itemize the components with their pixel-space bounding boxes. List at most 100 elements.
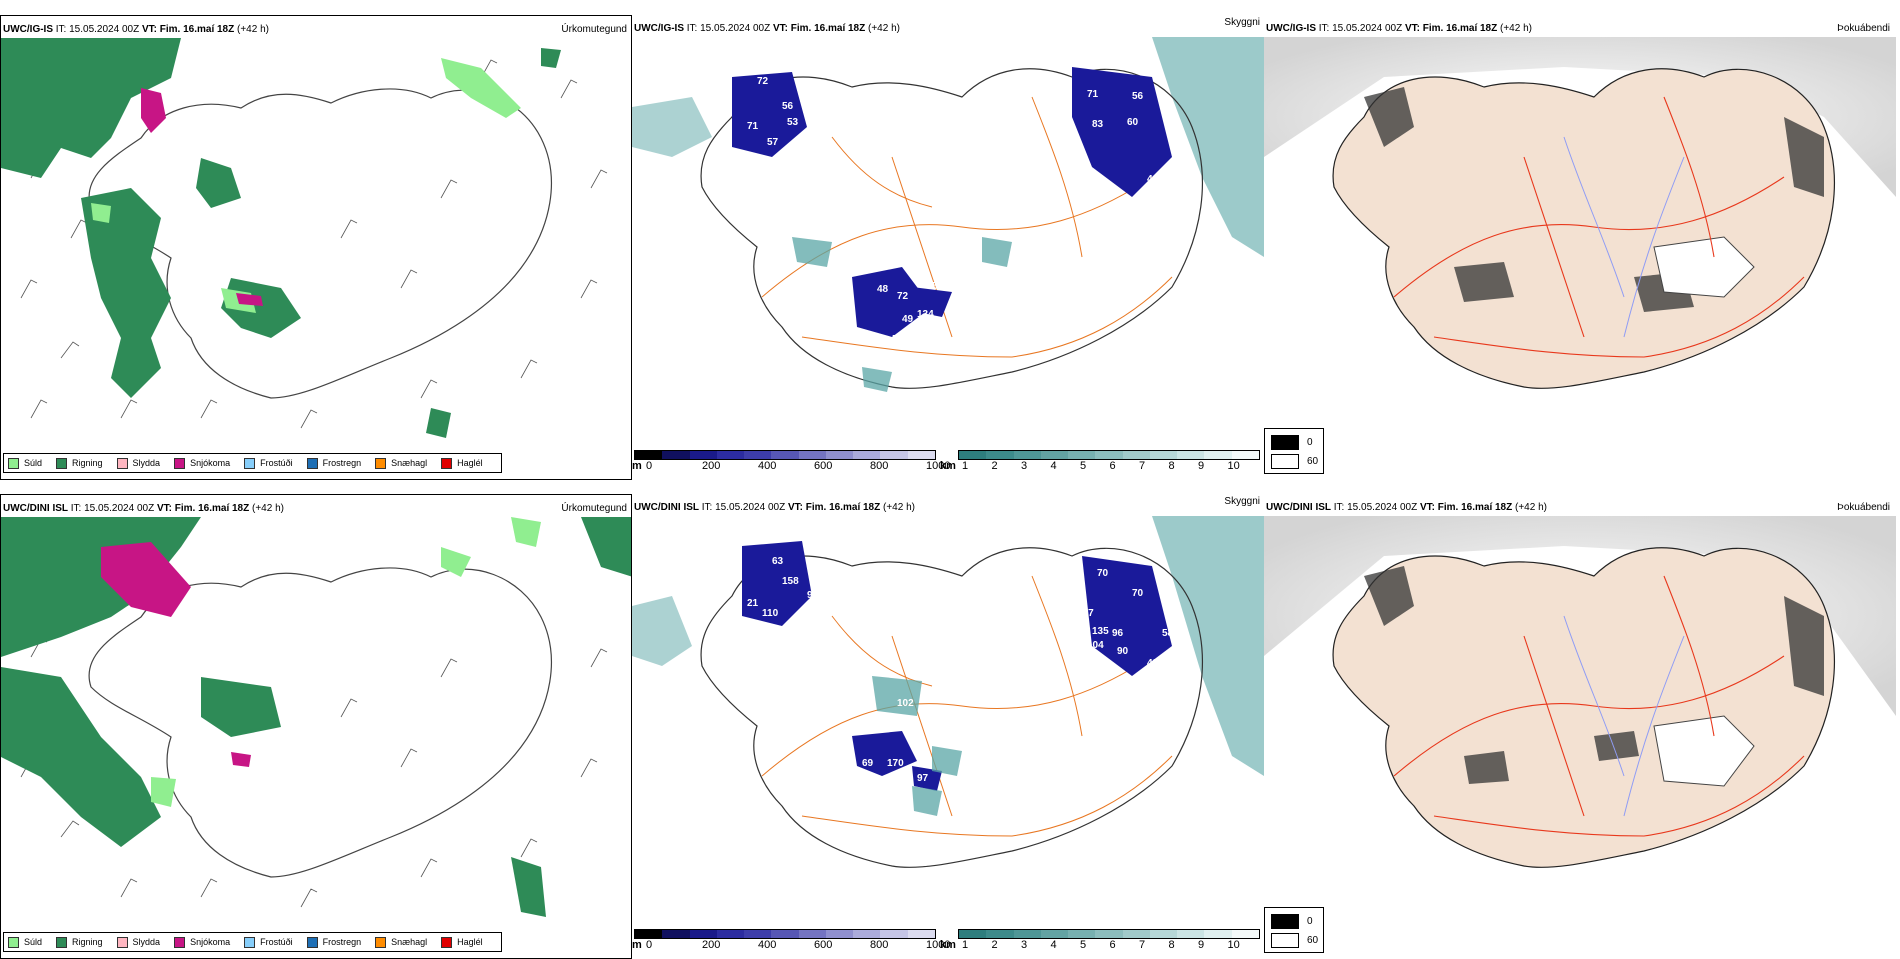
fog-dark-areas [1364,566,1824,784]
cloud-base-unit: m [632,939,642,951]
precip-legend-swatch [375,457,387,469]
visibility-tick: 1 [962,460,969,472]
it-label: IT: [701,502,713,513]
visibility-tick: 8 [1168,460,1175,472]
precip-legend-label: Snæhagl [391,937,428,947]
rivers [1563,615,1685,817]
visibility-unit: km [940,939,956,951]
fog-legend-label: 0 [1307,437,1313,448]
panel-header: UWC/DINI ISL IT: 15.05.2024 00Z VT: Fim.… [634,502,915,513]
low-cloud-areas [742,541,1172,791]
cloud-base-value: 135 [1092,626,1109,637]
visibility-tick: 10 [1227,939,1240,951]
fog-legend-swatch [1271,933,1299,948]
cloud-base-value: 49 [902,314,914,325]
fog-map [1264,516,1896,916]
visibility-tick: 10 [1227,460,1240,472]
visibility-colorbar [958,450,1260,460]
precip-legend-swatch [116,936,128,948]
lead-time: (+42 h) [883,502,915,513]
fog-legend-label: 60 [1307,935,1319,946]
colorbar-segment [1204,451,1232,459]
fog-legend-swatch [1271,435,1299,450]
visibility-tick: 7 [1139,460,1146,472]
model-label: UWC/DINI ISL [1266,502,1331,513]
cloud-base-value: 94 [807,590,819,601]
it-value: 15.05.2024 00Z [700,23,771,34]
precip-legend-swatch [174,457,186,469]
colorbar-segment [1040,930,1069,938]
iceland-outline [88,88,552,399]
colorbar-segment [1013,930,1041,938]
precip-legend-label: Haglél [457,458,483,468]
visibility-tick: 8 [1168,939,1175,951]
colorbar-segment [986,930,1014,938]
cloud-base-value: 21 [747,598,759,609]
fog-roads [1393,96,1805,358]
precip-legend-swatch [441,457,453,469]
colorbar-segment [1231,930,1259,938]
cloud-base-tick: 600 [814,939,833,951]
drizzle-areas [151,517,541,807]
precip-legend-swatch [56,936,68,948]
it-value: 15.05.2024 00Z [84,503,155,514]
cloud-base-value: 97 [917,773,929,784]
visibility-sea-area [1152,37,1264,257]
vt-label: VT: [156,503,172,514]
colorbar-segment [1149,451,1178,459]
cloud-base-value: 71 [1087,89,1099,100]
fog-legend: 0 60 [1264,907,1324,953]
colorbar-segment [880,930,908,938]
cloud-base-value: 107 [1077,608,1094,619]
visibility-tick: 3 [1021,939,1028,951]
colorbar-segment [771,930,799,938]
it-value: 15.05.2024 00Z [1332,23,1403,34]
colorbar-segment [853,930,881,938]
precip-legend-item: Snæhagl [375,936,428,948]
road-network [761,96,1173,358]
precip-legend-label: Frostregn [322,458,362,468]
cloud-base-value: 134 [917,309,934,320]
cloud-base-tick: 400 [758,939,777,951]
cloud-base-value: 110 [762,608,779,619]
cloud-base-value: 48 [1147,658,1159,669]
visibility-tick: 6 [1109,460,1116,472]
precip-legend-item: Frostregn [306,457,362,469]
vt-label: VT: [1404,23,1420,34]
visibility-tick: 2 [991,939,998,951]
fog-map [1264,37,1896,437]
cloud-base-value: 72 [952,583,964,594]
fog-sea-gradient [1264,37,1896,197]
precip-legend-swatch [8,457,19,469]
cloud-base-value: 70 [1132,588,1144,599]
glacier-white [1653,715,1755,787]
precip-legend-swatch [244,936,256,948]
panel-title: Skyggni [1224,17,1260,28]
iceland-outline [700,68,1204,389]
visibility-sea-area [1152,516,1264,776]
precip-legend-label: Haglél [457,937,483,947]
model-label: UWC/IG-IS [634,23,684,34]
fog-sea-gradient [1264,516,1896,716]
precip-legend-item: Frostregn [306,936,361,948]
precip-legend-item: Haglél [441,936,483,948]
cloud-legend: m km 0 200 400 600 800 1000 1 2 3 4 5 6 7 8 9 10 [632,929,1264,955]
colorbar-segment [716,930,745,938]
precip-legend-swatch [441,936,453,948]
precip-legend-item: Haglél [441,457,483,469]
visibility-tick: 3 [1021,460,1028,472]
lead-time: (+42 h) [237,24,269,35]
colorbar-segment [1177,451,1205,459]
precip-map [1,38,608,438]
cloud-base-tick: 1000 [926,939,951,951]
cloud-base-colorbar [634,929,936,939]
cloud-base-value: 82 [902,234,914,245]
panel-header: UWC/IG-IS IT: 15.05.2024 00Z VT: Fim. 16… [634,23,900,34]
precip-legend-item: Snjókoma [174,457,230,469]
colorbar-segment [1095,930,1123,938]
colorbar-segment [1013,451,1041,459]
fog-legend-row: 0 [1271,435,1313,450]
precip-legend-label: Snjókoma [190,937,231,947]
colorbar-segment [662,930,690,938]
panel-header: UWC/DINI ISL IT: 15.05.2024 00Z VT: Fim.… [1266,502,1547,513]
